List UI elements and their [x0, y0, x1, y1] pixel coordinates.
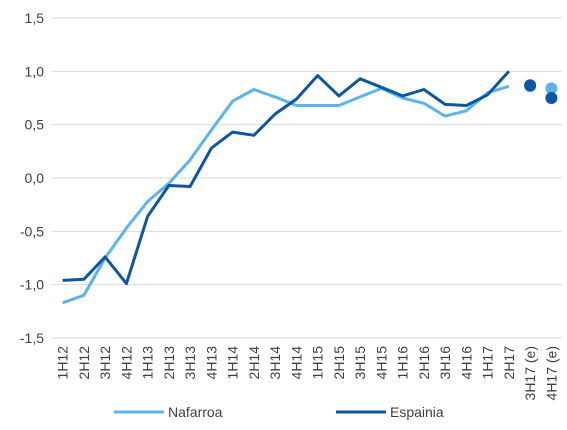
forecast-points [524, 79, 558, 104]
series-line-espainia [62, 70, 511, 286]
x-tick-label: 1H14 [225, 346, 241, 380]
forecast-point-espainia [524, 79, 537, 92]
y-axis-tick-labels: -1,5 -1,0 -0,5 0,0 0,5 1,0 1,5 [20, 10, 44, 346]
x-tick-label: 2H15 [331, 346, 347, 380]
x-tick-label: 4H16 [458, 346, 474, 380]
y-tick-label: 1,5 [25, 10, 45, 26]
grid-lines [52, 17, 562, 339]
forecast-point-nafarroa [545, 82, 558, 95]
y-tick-label: -1,0 [20, 277, 44, 293]
x-tick-label: 3H12 [97, 346, 113, 380]
x-tick-label: 3H14 [267, 346, 283, 380]
x-tick-label: 1H16 [395, 346, 411, 380]
series-lines [62, 70, 511, 305]
x-tick-label: 4H13 [203, 346, 219, 380]
x-tick-label: 3H16 [437, 346, 453, 380]
x-tick-label: 3H17 (e) [522, 346, 538, 400]
forecast-point-espainia [545, 92, 558, 104]
x-tick-label: 1H13 [140, 346, 156, 380]
x-tick-label: 4H17 (e) [543, 346, 559, 400]
x-tick-label: 3H15 [352, 346, 368, 380]
y-tick-label: -1,5 [20, 330, 44, 346]
x-axis-tick-labels: 1H12 2H12 3H12 4H12 1H13 2H13 3H13 4H13 1H14 2H14… [55, 346, 560, 401]
legend-label-nafarroa: Nafarroa [168, 404, 223, 420]
x-tick-label: 4H15 [373, 346, 389, 380]
legend: Nafarroa Espainia [114, 404, 444, 420]
x-tick-label: 1H15 [310, 346, 326, 380]
series-line-nafarroa [62, 84, 510, 305]
x-tick-label: 4H14 [288, 346, 304, 380]
x-tick-label: 3H13 [182, 346, 198, 380]
x-tick-label: 2H12 [76, 346, 92, 380]
x-tick-label: 2H14 [246, 346, 262, 380]
y-tick-label: 0,5 [25, 117, 45, 133]
x-tick-label: 1H17 [480, 346, 496, 380]
legend-label-espainia: Espainia [390, 404, 444, 420]
y-tick-label: -0,5 [20, 223, 44, 239]
y-tick-label: 0,0 [25, 170, 45, 186]
x-tick-label: 2H13 [161, 346, 177, 380]
x-tick-label: 2H17 [501, 346, 517, 380]
x-tick-label: 1H12 [55, 346, 71, 380]
x-tick-label: 4H12 [118, 346, 134, 380]
y-tick-label: 1,0 [25, 63, 45, 79]
x-tick-label: 2H16 [416, 346, 432, 380]
